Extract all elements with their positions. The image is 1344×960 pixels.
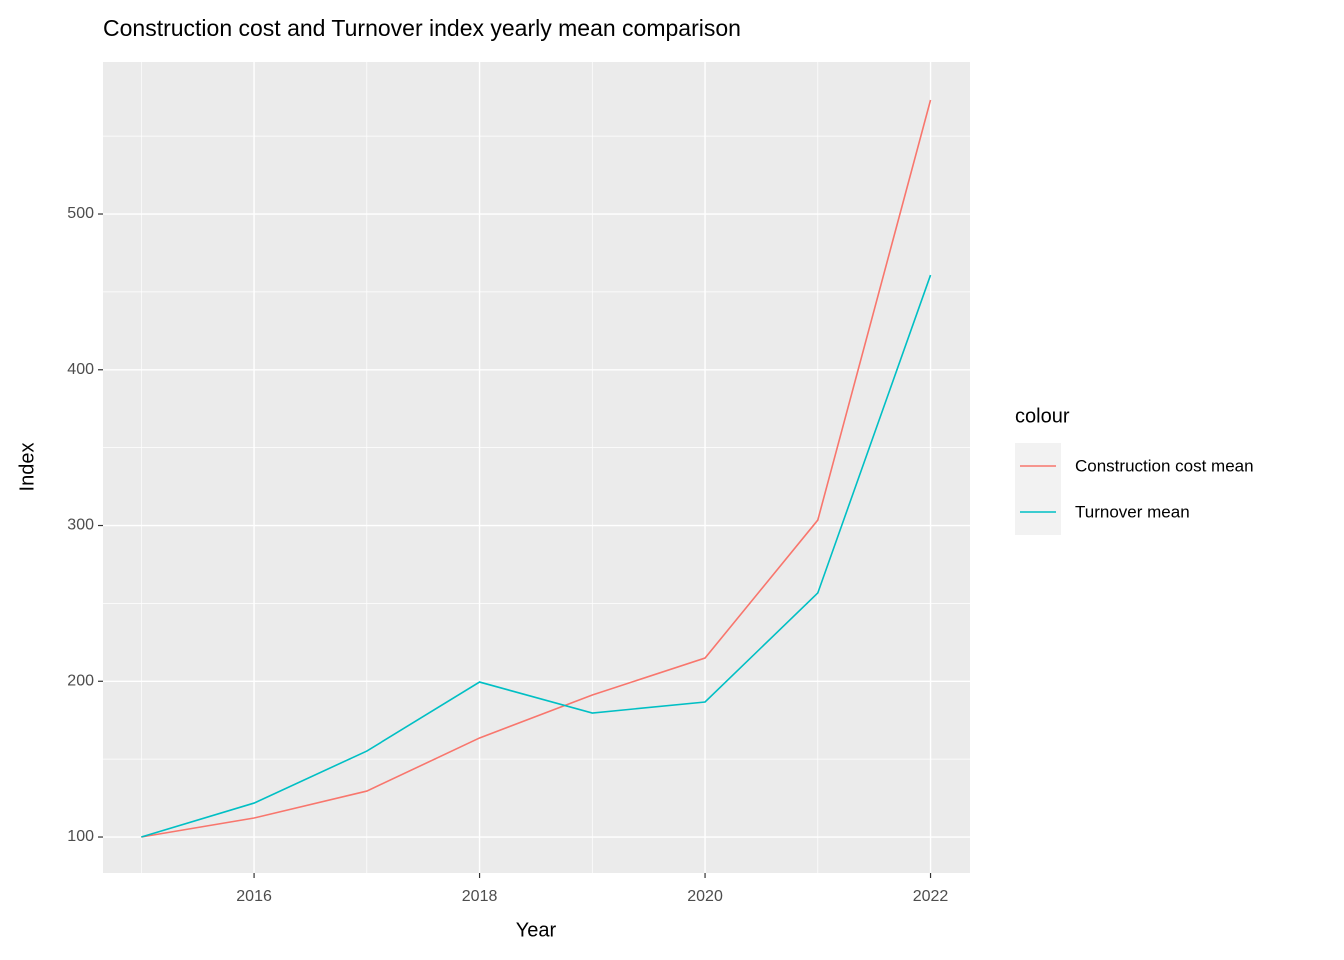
x-axis-label: Year <box>516 919 557 941</box>
x-tick-label: 2020 <box>687 888 723 905</box>
series-line <box>141 99 932 838</box>
x-tick-label: 2018 <box>462 888 498 905</box>
grid <box>103 62 970 873</box>
legend-label: Turnover mean <box>1075 502 1190 521</box>
y-tick-label: 100 <box>67 828 94 845</box>
x-tick-label: 2016 <box>236 888 272 905</box>
y-tick-label: 300 <box>67 517 94 534</box>
legend-label: Construction cost mean <box>1075 456 1254 475</box>
y-axis-label: Index <box>16 443 38 492</box>
y-tick-label: 500 <box>67 205 94 222</box>
legend-title: colour <box>1015 405 1070 427</box>
chart-title: Construction cost and Turnover index yea… <box>103 15 741 41</box>
panel <box>103 62 970 873</box>
legend: Construction cost mean Turnover mean <box>1015 443 1254 535</box>
lines <box>141 99 932 838</box>
x-tick-label: 2022 <box>913 888 949 905</box>
y-tick-label: 400 <box>67 361 94 378</box>
y-tick-label: 200 <box>67 672 94 689</box>
series-line <box>141 274 932 838</box>
